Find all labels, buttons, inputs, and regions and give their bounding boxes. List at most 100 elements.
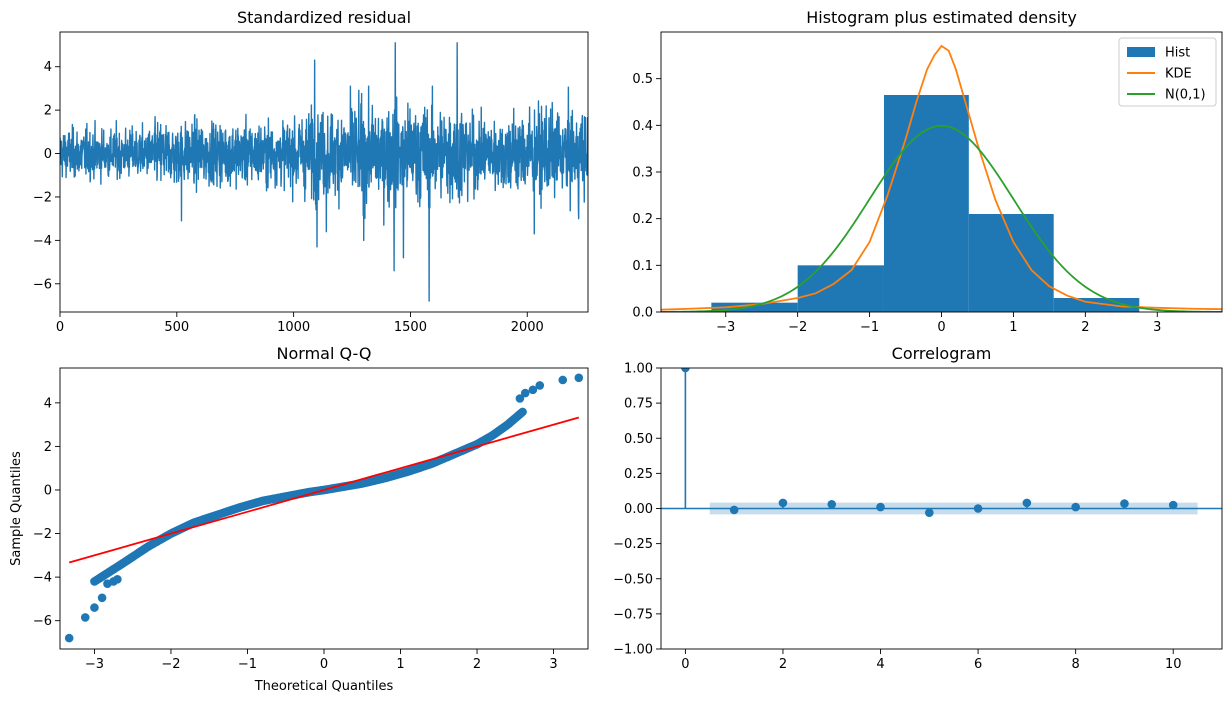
x-tick-label: 2 bbox=[473, 657, 481, 672]
qq-frame bbox=[59, 367, 589, 650]
qq-tail-point bbox=[64, 633, 74, 643]
x-tick-label: 1 bbox=[1009, 320, 1017, 335]
acf-marker bbox=[973, 504, 983, 513]
x-tick-label: 0 bbox=[937, 320, 945, 335]
residual-frame bbox=[59, 31, 589, 313]
y-tick-label: 0.1 bbox=[632, 259, 653, 274]
x-tick-label: 10 bbox=[1165, 657, 1182, 672]
correlogram-plot bbox=[661, 368, 1222, 518]
x-tick-label: 2000 bbox=[511, 320, 544, 335]
x-axis-label: Theoretical Quantiles bbox=[254, 679, 394, 694]
y-tick-label: 1.00 bbox=[624, 362, 653, 377]
legend: Hist KDE N(0,1) bbox=[1118, 37, 1217, 107]
y-tick-label: 2 bbox=[44, 440, 52, 455]
x-tick-label: −2 bbox=[161, 657, 180, 672]
hist-bar bbox=[968, 214, 1054, 312]
x-tick-label: 6 bbox=[974, 657, 982, 672]
qq-tail-point bbox=[80, 613, 90, 622]
acf-marker bbox=[1022, 498, 1032, 508]
normal-density-line bbox=[661, 124, 1222, 312]
acf-marker bbox=[925, 508, 934, 518]
x-tick-label: 1500 bbox=[394, 320, 427, 335]
histogram-axes: −3 −2 −1 0 1 2 3 0.0 0.1 0.2 0.3 0.4 0.5 Histogram pl… bbox=[632, 8, 1223, 335]
y-tick-label: −4 bbox=[33, 234, 52, 249]
x-tick-label: 3 bbox=[1153, 320, 1161, 335]
residual-title: Standardized residual bbox=[237, 8, 411, 27]
y-axis-label: Sample Quantiles bbox=[9, 451, 24, 566]
qq-plot bbox=[64, 373, 584, 643]
y-tick-label: −2 bbox=[33, 527, 52, 542]
x-tick-label: 500 bbox=[164, 320, 189, 335]
y-tick-label: −1.00 bbox=[613, 643, 653, 658]
acf-marker bbox=[1120, 499, 1129, 508]
x-tick-label: 0 bbox=[56, 320, 64, 335]
y-tick-label: 0.3 bbox=[632, 166, 653, 181]
y-tick-label: 0.5 bbox=[632, 72, 653, 87]
acf-marker bbox=[778, 498, 788, 508]
y-tick-label: 0.50 bbox=[624, 432, 653, 447]
hist-bar bbox=[797, 265, 884, 312]
y-tick-label: −2 bbox=[33, 190, 52, 205]
residual-axes: 0 500 1000 1500 2000 −6 −4 −2 0 2 4 Standardized re… bbox=[33, 8, 589, 335]
correlogram-frame bbox=[660, 367, 1223, 650]
x-tick-label: −3 bbox=[85, 657, 104, 672]
legend-label: N(0,1) bbox=[1165, 88, 1206, 103]
qq-reference-line bbox=[68, 416, 580, 564]
x-tick-label: −3 bbox=[716, 320, 735, 335]
qq-tail-point bbox=[558, 375, 568, 385]
kde-line bbox=[661, 44, 1222, 311]
y-tick-label: 0.00 bbox=[624, 502, 653, 517]
qq-tail-point bbox=[515, 394, 525, 403]
x-tick-label: −1 bbox=[860, 320, 879, 335]
x-tick-label: −1 bbox=[238, 657, 257, 672]
y-tick-label: −0.50 bbox=[613, 572, 653, 587]
histogram-plot bbox=[661, 44, 1222, 312]
y-tick-label: 4 bbox=[44, 60, 52, 75]
qq-tail-point bbox=[97, 593, 107, 603]
x-tick-label: 4 bbox=[876, 657, 884, 672]
correlogram-axes: 0 2 4 6 8 10 −1.00 −0.75 −0.50 −0.25 0.00 0.25 0.50 0… bbox=[613, 344, 1223, 672]
histogram-frame bbox=[660, 31, 1223, 313]
hist-bar bbox=[1053, 298, 1140, 312]
qq-tail-point bbox=[535, 381, 545, 390]
y-tick-label: −0.25 bbox=[613, 537, 653, 552]
qq-tail-point bbox=[113, 574, 122, 584]
x-tick-label: 0 bbox=[320, 657, 328, 672]
x-tick-label: −2 bbox=[788, 320, 807, 335]
legend-hist-swatch bbox=[1127, 47, 1155, 57]
residual-series-line bbox=[60, 42, 588, 302]
legend-label: Hist bbox=[1165, 46, 1190, 61]
y-tick-label: 0.4 bbox=[632, 119, 653, 134]
qq-point bbox=[518, 407, 527, 417]
acf-marker bbox=[681, 368, 690, 373]
acf-marker bbox=[729, 505, 739, 515]
x-tick-label: 1000 bbox=[277, 320, 310, 335]
qq-title: Normal Q-Q bbox=[277, 344, 372, 363]
y-tick-label: −6 bbox=[33, 614, 52, 629]
residual-plot bbox=[60, 42, 588, 302]
x-tick-label: 0 bbox=[681, 657, 689, 672]
qq-axes: −3 −2 −1 0 1 2 3 −6 −4 −2 0 2 4 Normal Q-Q Theoretical… bbox=[9, 344, 589, 694]
x-tick-label: 1 bbox=[396, 657, 404, 672]
x-tick-label: 2 bbox=[779, 657, 787, 672]
x-tick-label: 2 bbox=[1081, 320, 1089, 335]
hist-bar bbox=[711, 302, 798, 312]
x-tick-label: 8 bbox=[1072, 657, 1080, 672]
y-tick-label: 0.0 bbox=[632, 306, 653, 321]
y-tick-label: 0.75 bbox=[624, 397, 653, 412]
acf-marker bbox=[1168, 500, 1178, 510]
qq-tail-point bbox=[90, 603, 99, 612]
hist-bar bbox=[883, 95, 969, 312]
x-tick-label: 3 bbox=[549, 657, 557, 672]
acf-marker bbox=[1071, 502, 1080, 512]
y-tick-label: 0 bbox=[44, 147, 52, 162]
y-tick-label: 4 bbox=[44, 396, 52, 411]
qq-tail-point bbox=[528, 385, 538, 395]
acf-marker bbox=[827, 499, 837, 509]
correlogram-title: Correlogram bbox=[892, 344, 992, 363]
y-tick-label: 0.25 bbox=[624, 467, 653, 482]
qq-tail-point bbox=[574, 373, 584, 383]
qq-tail-point bbox=[520, 388, 530, 398]
y-tick-label: −6 bbox=[33, 277, 52, 292]
